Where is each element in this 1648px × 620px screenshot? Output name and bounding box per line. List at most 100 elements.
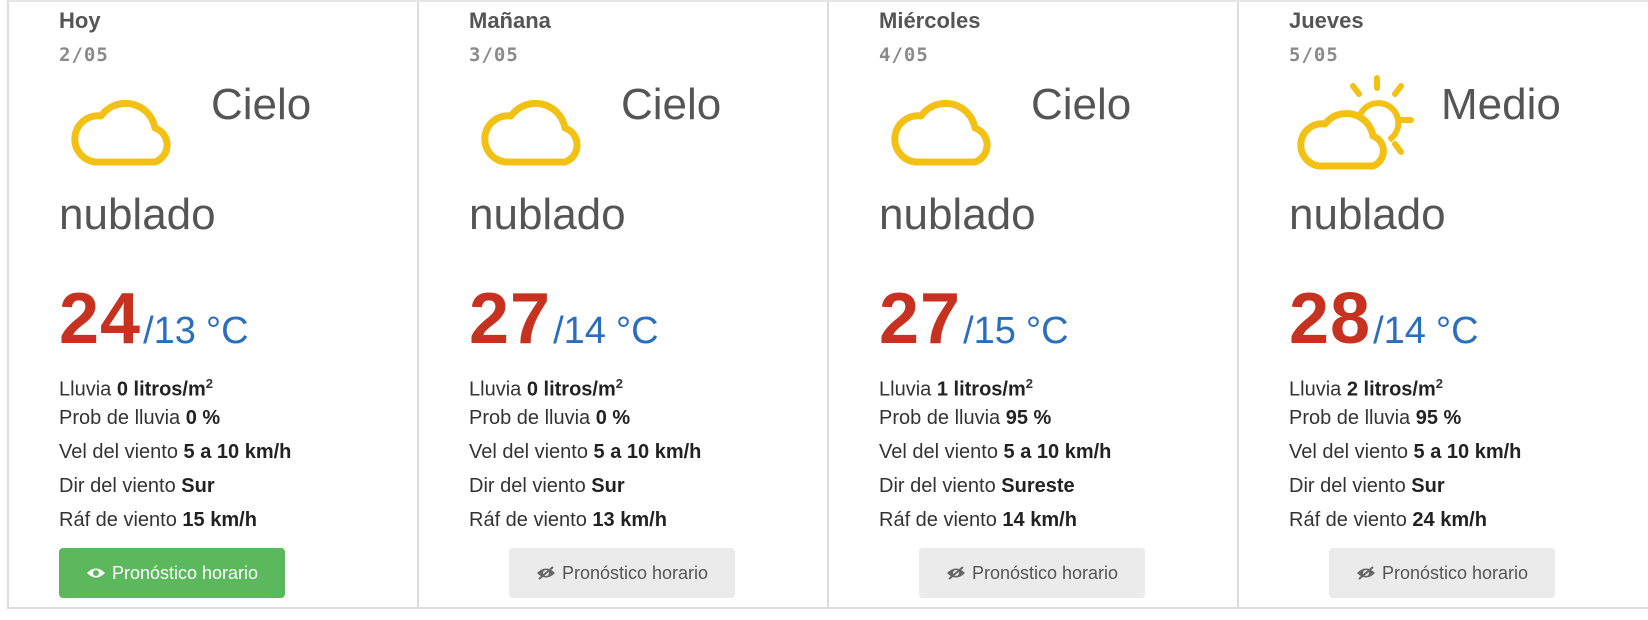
rain-label: Lluvia [469,378,522,401]
max-temperature: 27 [469,279,552,359]
rain-unit-exponent: 2 [1025,376,1033,391]
sky-description-line1: Cielo [621,80,722,129]
weather-details: Lluvia 1 litros/m2 Prob de lluvia 95 % V… [879,367,1111,537]
rain-unit-exponent: 2 [615,376,623,391]
wind-direction-value: Sur [181,475,215,497]
eye-slash-icon [536,566,555,580]
day-name: Jueves [1289,8,1364,33]
rain-value: 2 litros/m [1346,378,1436,401]
temperature-unit: °C [1435,310,1479,352]
day-date: 5/05 [1289,44,1339,66]
wind-direction-value: Sur [591,475,625,497]
wind-speed-value: 5 a 10 km/h [183,441,292,463]
rain-value: 0 litros/m [116,378,206,401]
hourly-forecast-button[interactable]: Pronóstico horario [59,548,285,598]
sky-description-line1: Medio [1441,80,1561,129]
min-temperature: /14 [553,310,606,352]
rain-unit-exponent: 2 [205,376,213,391]
wind-gust-label: Ráf de viento [1289,509,1407,531]
wind-speed-label: Vel del viento [879,441,998,463]
wind-gust-row: Ráf de viento 13 km/h [469,503,701,537]
hourly-forecast-button-label: Pronóstico horario [561,562,709,583]
sky-description-line2: nublado [59,190,216,239]
temperature-unit: °C [615,310,659,352]
wind-gust-label: Ráf de viento [59,509,177,531]
wind-gust-label: Ráf de viento [469,509,587,531]
weather-details: Lluvia 0 litros/m2 Prob de lluvia 0 % Ve… [469,367,701,537]
cloud-icon [71,99,171,166]
temperature: 28/14 °C [1289,278,1479,360]
sky-description-line2: nublado [879,190,1036,239]
rain-probability-value: 95 % [1005,407,1052,429]
wind-speed-value: 5 a 10 km/h [593,441,702,463]
rain-label: Lluvia [1289,378,1342,401]
hourly-forecast-button[interactable]: Pronóstico horario [919,548,1145,598]
wind-gust-value: 24 km/h [1412,509,1487,531]
rain-probability-label: Prob de lluvia [879,407,1001,429]
forecast-day: Mañana 3/05 Cielo nublado 27/14 °C Lluvia… [419,2,829,607]
hourly-forecast-button[interactable]: Pronóstico horario [1329,548,1555,598]
wind-direction-value: Sur [1411,475,1445,497]
rain-value: 0 litros/m [526,378,616,401]
wind-direction-row: Dir del viento Sur [469,469,701,503]
wind-direction-label: Dir del viento [1289,475,1406,497]
wind-direction-label: Dir del viento [469,475,586,497]
wind-gust-value: 14 km/h [1002,509,1077,531]
temperature-unit: °C [205,310,249,352]
hourly-forecast-button[interactable]: Pronóstico horario [509,548,735,598]
rain-row: Lluvia 0 litros/m2 [59,367,291,401]
wind-speed-row: Vel del viento 5 a 10 km/h [879,435,1111,469]
forecast-panel: Hoy 2/05 Cielo nublado 24/13 °C Lluvia 0 … [7,0,1648,609]
rain-row: Lluvia 1 litros/m2 [879,367,1111,401]
temperature-unit: °C [1025,310,1069,352]
weather-details: Lluvia 2 litros/m2 Prob de lluvia 95 % V… [1289,367,1521,537]
partly-cloudy-icon [1297,75,1414,170]
max-temperature: 27 [879,279,962,359]
min-temperature: /13 [143,310,196,352]
forecast-day: Miércoles 4/05 Cielo nublado 27/15 °C Llu… [829,2,1239,607]
wind-speed-label: Vel del viento [469,441,588,463]
rain-label: Lluvia [879,378,932,401]
day-name: Mañana [469,8,551,33]
temperature: 24/13 °C [59,278,249,360]
max-temperature: 28 [1289,279,1372,359]
rain-probability-row: Prob de lluvia 0 % [59,401,291,435]
wind-gust-value: 15 km/h [182,509,257,531]
temperature: 27/15 °C [879,278,1069,360]
wind-gust-row: Ráf de viento 15 km/h [59,503,291,537]
rain-unit-exponent: 2 [1435,376,1443,391]
rain-probability-value: 0 % [185,407,221,429]
wind-speed-row: Vel del viento 5 a 10 km/h [59,435,291,469]
wind-gust-row: Ráf de viento 14 km/h [879,503,1111,537]
sky-description-line2: nublado [1289,190,1446,239]
day-name: Hoy [59,8,101,33]
hourly-forecast-button-label: Pronóstico horario [111,562,259,583]
rain-row: Lluvia 0 litros/m2 [469,367,701,401]
wind-speed-row: Vel del viento 5 a 10 km/h [469,435,701,469]
hourly-forecast-button-label: Pronóstico horario [1381,562,1529,583]
wind-direction-label: Dir del viento [59,475,176,497]
wind-direction-row: Dir del viento Sur [59,469,291,503]
wind-direction-row: Dir del viento Sur [1289,469,1521,503]
wind-direction-value: Sureste [1001,475,1075,497]
rain-probability-row: Prob de lluvia 95 % [1289,401,1521,435]
wind-gust-value: 13 km/h [592,509,667,531]
rain-probability-value: 0 % [595,407,631,429]
wind-direction-label: Dir del viento [879,475,996,497]
rain-probability-label: Prob de lluvia [469,407,591,429]
sky-description-line2: nublado [469,190,626,239]
rain-probability-row: Prob de lluvia 0 % [469,401,701,435]
cloud-icon [891,99,991,166]
rain-row: Lluvia 2 litros/m2 [1289,367,1521,401]
rain-probability-label: Prob de lluvia [1289,407,1411,429]
sky-description-line1: Cielo [211,80,312,129]
day-date: 3/05 [469,44,519,66]
forecast-day: Hoy 2/05 Cielo nublado 24/13 °C Lluvia 0 … [9,2,419,607]
max-temperature: 24 [59,279,142,359]
wind-speed-label: Vel del viento [1289,441,1408,463]
sky-description-line1: Cielo [1031,80,1132,129]
eye-slash-icon [1356,566,1375,580]
day-date: 2/05 [59,44,109,66]
wind-gust-row: Ráf de viento 24 km/h [1289,503,1521,537]
forecast-day: Jueves 5/05 Medio nublado 28/14 °C Lluvia… [1239,2,1648,607]
